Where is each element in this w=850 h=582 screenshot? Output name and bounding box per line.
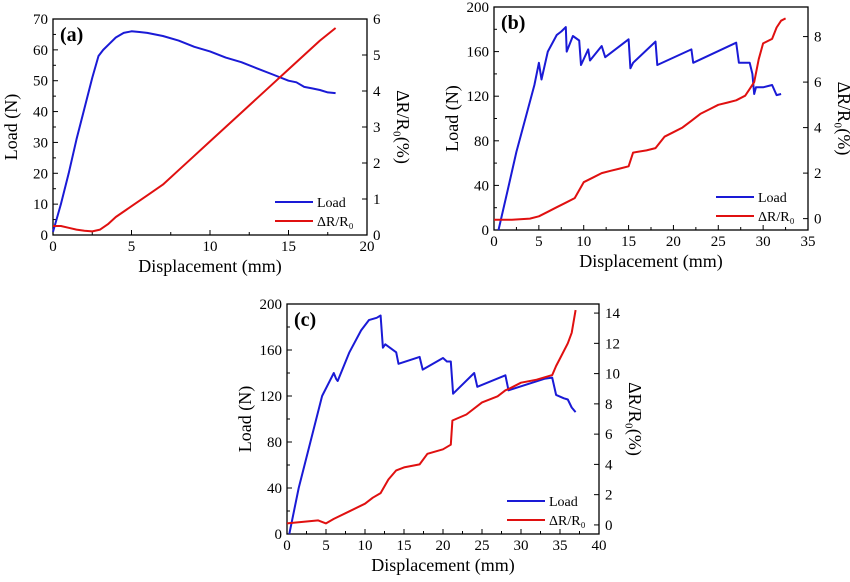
x-tick-label: 25 — [475, 538, 490, 554]
x-tick-label: 5 — [322, 538, 330, 554]
x-tick-label: 20 — [666, 234, 681, 250]
x-tick-label: 5 — [128, 239, 136, 255]
y-tick-label: 70 — [33, 12, 48, 28]
y-tick-label: 120 — [467, 89, 490, 105]
y-tick-label: 80 — [267, 435, 282, 451]
y-tick-label: 200 — [260, 297, 283, 313]
x-tick-label: 0 — [490, 234, 498, 250]
x-axis-label: Displacement (mm) — [371, 555, 514, 576]
y-axis-label: Load (N) — [442, 85, 463, 151]
y2-tick-label: 6 — [605, 427, 613, 443]
y2-tick-label: 0 — [814, 212, 822, 228]
y-tick-label: 0 — [41, 228, 49, 244]
y-tick-label: 20 — [33, 166, 48, 182]
y2-tick-label: 6 — [373, 12, 381, 28]
x-tick-label: 20 — [360, 239, 375, 255]
x-tick-label: 0 — [49, 239, 57, 255]
x-tick-label: 10 — [576, 234, 591, 250]
y-tick-label: 200 — [467, 0, 490, 16]
y2-tick-label: 3 — [373, 120, 381, 136]
y-tick-label: 30 — [33, 135, 48, 151]
x-tick-label: 0 — [283, 538, 291, 554]
x-tick-label: 35 — [553, 538, 568, 554]
y-tick-label: 10 — [33, 197, 48, 213]
y-tick-label: 80 — [474, 134, 489, 150]
y2-tick-label: 5 — [373, 48, 381, 64]
legend-entry: Load — [317, 196, 346, 211]
x-tick-label: 10 — [358, 538, 373, 554]
y2-tick-label: 1 — [373, 192, 381, 208]
y2-tick-label: 2 — [373, 156, 381, 172]
x-tick-label: 15 — [397, 538, 412, 554]
y2-tick-label: 10 — [605, 367, 620, 383]
y2-axis-label: ΔR/R₀(%) — [624, 382, 645, 456]
x-tick-label: 20 — [436, 538, 451, 554]
y2-tick-label: 14 — [605, 306, 621, 322]
legend-entry: Load — [549, 495, 578, 510]
y-tick-label: 0 — [482, 223, 490, 239]
y2-tick-label: 0 — [605, 518, 613, 534]
y2-tick-label: 8 — [605, 397, 613, 413]
legend-entry: ΔR/R₀ — [758, 210, 795, 225]
y2-tick-label: 4 — [605, 457, 613, 473]
x-tick-label: 30 — [514, 538, 529, 554]
y2-tick-label: 6 — [814, 75, 822, 91]
load-series-line — [497, 26, 782, 231]
x-tick-label: 10 — [203, 239, 218, 255]
y-tick-label: 40 — [33, 105, 48, 121]
y2-tick-label: 4 — [814, 121, 822, 137]
load-series-line — [52, 30, 336, 233]
y-tick-label: 160 — [467, 45, 490, 61]
y-tick-label: 50 — [33, 74, 48, 90]
panel-label: (a) — [60, 24, 83, 46]
y-tick-label: 40 — [267, 481, 282, 497]
x-tick-label: 5 — [535, 234, 543, 250]
y2-tick-label: 0 — [373, 228, 381, 244]
x-tick-label: 15 — [281, 239, 296, 255]
y2-tick-label: 2 — [814, 166, 822, 182]
resistance-series-line — [494, 17, 787, 221]
y-axis-label: Load (N) — [235, 386, 256, 452]
panel-label: (b) — [501, 12, 525, 34]
legend-entry: Load — [758, 191, 787, 206]
y-tick-label: 40 — [474, 178, 489, 194]
resistance-series-line — [53, 27, 337, 233]
legend-entry: ΔR/R₀ — [549, 514, 586, 529]
panel-label: (c) — [294, 309, 316, 331]
load-series-line — [288, 314, 577, 535]
x-tick-label: 40 — [592, 538, 607, 554]
y-axis-label: Load (N) — [1, 94, 22, 160]
legend-entry: ΔR/R₀ — [317, 215, 354, 230]
y-tick-label: 160 — [260, 343, 283, 359]
y2-tick-label: 2 — [605, 488, 613, 504]
x-tick-label: 30 — [756, 234, 771, 250]
chart-panel-c: 0 5 10 15 20 25 30 35 40 0 40 80 120 160 200 0 2 4 6 8 10 12 1… — [235, 297, 645, 576]
y2-axis-label: ΔR/R₀(%) — [833, 82, 850, 156]
x-axis-label: Displacement (mm) — [138, 256, 281, 277]
chart-panel-a: 0 5 10 15 200102030405060700123456Displaceme… — [1, 12, 413, 277]
y-tick-label: 0 — [275, 527, 283, 543]
y2-tick-label: 12 — [605, 336, 620, 352]
x-tick-label: 15 — [621, 234, 636, 250]
y2-tick-label: 4 — [373, 84, 381, 100]
x-axis-label: Displacement (mm) — [579, 251, 722, 272]
y-tick-label: 60 — [33, 43, 48, 59]
y2-tick-label: 8 — [814, 30, 822, 46]
y-tick-label: 120 — [260, 389, 283, 405]
chart-panel-b: 0 5 10 15 20 25 30 35 0 40 80 120 160 200 0 2 4 6 8 Displac… — [442, 0, 850, 272]
resistance-series-line — [286, 309, 577, 525]
x-tick-label: 25 — [711, 234, 726, 250]
x-tick-label: 35 — [801, 234, 816, 250]
y2-axis-label: ΔR/R₀(%) — [392, 90, 413, 164]
